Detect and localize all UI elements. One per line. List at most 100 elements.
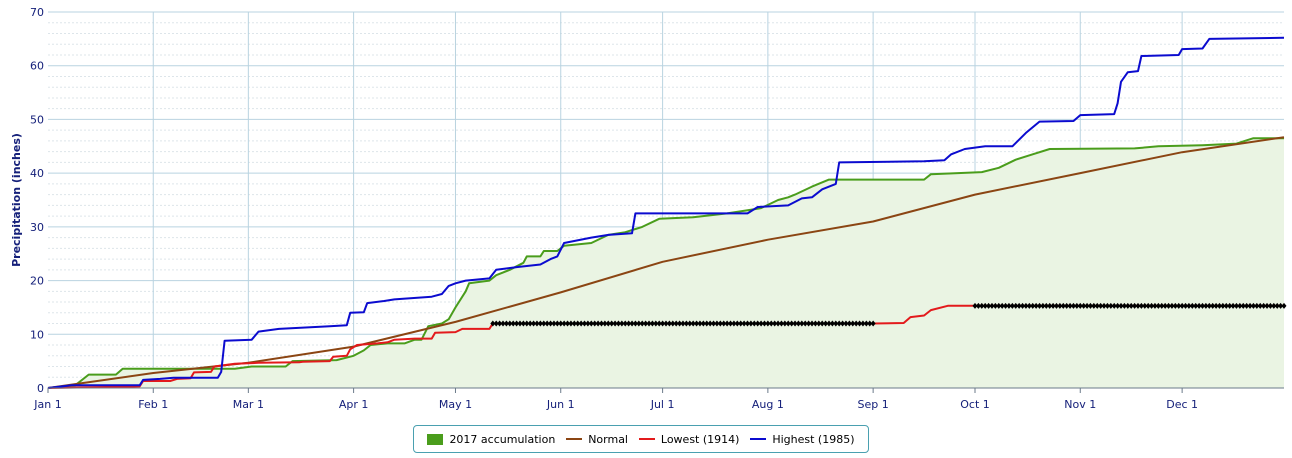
data-marker — [704, 320, 710, 327]
data-marker — [615, 320, 621, 327]
data-marker — [1132, 302, 1138, 309]
x-tick-label: May 1 — [439, 398, 472, 411]
data-marker — [731, 320, 737, 327]
x-tick-label: Aug 1 — [752, 398, 784, 411]
legend-item[interactable]: Highest (1985) — [750, 433, 855, 446]
data-marker — [826, 320, 832, 327]
data-marker — [1172, 302, 1178, 309]
data-marker — [578, 320, 584, 327]
y-tick-label: 20 — [30, 275, 44, 288]
data-marker — [1223, 302, 1229, 309]
legend-swatch-line — [638, 438, 655, 440]
data-marker — [561, 320, 567, 327]
data-marker — [1244, 302, 1250, 309]
data-marker — [833, 320, 839, 327]
legend-item[interactable]: Normal — [566, 433, 628, 446]
y-tick-label: 60 — [30, 60, 44, 73]
data-marker — [809, 320, 815, 327]
x-tick-label: Jan 1 — [33, 398, 61, 411]
data-marker — [534, 320, 540, 327]
legend-item[interactable]: 2017 accumulation — [427, 433, 555, 446]
data-marker — [493, 320, 499, 327]
y-tick-label: 30 — [30, 221, 44, 234]
data-marker — [687, 320, 693, 327]
data-marker — [649, 320, 655, 327]
data-marker — [1053, 302, 1059, 309]
data-marker — [619, 320, 625, 327]
data-marker — [1003, 302, 1009, 309]
data-marker — [632, 320, 638, 327]
data-marker — [867, 320, 873, 327]
data-marker — [643, 320, 649, 327]
data-marker — [758, 320, 764, 327]
data-marker — [850, 320, 856, 327]
data-marker — [622, 320, 628, 327]
data-marker — [524, 320, 530, 327]
data-marker — [1257, 302, 1263, 309]
data-marker — [972, 302, 978, 309]
data-marker — [1169, 302, 1175, 309]
data-marker — [690, 320, 696, 327]
y-tick-label: 70 — [30, 6, 44, 19]
data-marker — [1149, 302, 1155, 309]
data-marker — [755, 320, 761, 327]
x-tick-label: Sep 1 — [858, 398, 889, 411]
data-marker — [626, 320, 632, 327]
data-marker — [568, 320, 574, 327]
data-marker — [765, 320, 771, 327]
legend-item[interactable]: Lowest (1914) — [638, 433, 739, 446]
data-marker — [548, 320, 554, 327]
lowest-1914-line — [47, 304, 1284, 389]
data-marker — [1043, 302, 1049, 309]
data-marker — [982, 302, 988, 309]
data-marker — [738, 320, 744, 327]
data-marker — [1037, 302, 1043, 309]
x-tick-label: Mar 1 — [233, 398, 264, 411]
data-marker — [1159, 302, 1165, 309]
data-marker — [1030, 302, 1036, 309]
data-marker — [1033, 302, 1039, 309]
data-marker — [1155, 302, 1161, 309]
x-tick-label: Feb 1 — [138, 398, 168, 411]
data-marker — [1145, 302, 1151, 309]
data-marker — [806, 320, 812, 327]
2017-accumulation-line — [47, 137, 1284, 389]
y-tick-label: 50 — [30, 113, 44, 126]
data-marker — [639, 320, 645, 327]
legend-label: 2017 accumulation — [449, 432, 556, 446]
precipitation-chart: 0 10 20 30 40 50 60 70 Jan 1 Feb 1 Mar 1 Apr 1 May 1… — [10, 6, 1287, 411]
data-marker — [734, 320, 740, 327]
data-marker — [1227, 302, 1233, 309]
data-marker — [816, 320, 822, 327]
data-marker — [554, 320, 560, 327]
data-marker — [812, 320, 818, 327]
data-marker — [497, 320, 503, 327]
data-marker — [1091, 302, 1097, 309]
legend-label: Normal — [588, 432, 628, 446]
data-marker — [799, 320, 805, 327]
data-marker — [609, 320, 615, 327]
data-marker — [700, 320, 706, 327]
data-marker — [1081, 302, 1087, 309]
legend-swatch-box — [427, 433, 444, 445]
data-marker — [653, 320, 659, 327]
data-marker — [714, 320, 720, 327]
data-marker — [860, 320, 866, 327]
data-marker — [1006, 302, 1012, 309]
y-axis-title: Precipitation (inches) — [10, 133, 23, 267]
data-marker — [768, 320, 774, 327]
data-marker — [1274, 302, 1280, 309]
data-marker — [829, 320, 835, 327]
data-marker — [1108, 302, 1114, 309]
data-marker — [863, 320, 869, 327]
data-marker — [1135, 302, 1141, 309]
data-marker — [724, 320, 730, 327]
data-marker — [514, 320, 520, 327]
x-tick-label: Nov 1 — [1064, 398, 1096, 411]
data-marker — [711, 320, 717, 327]
data-marker — [1193, 302, 1199, 309]
data-marker — [1125, 302, 1131, 309]
data-marker — [751, 320, 757, 327]
y-tick-label: 40 — [30, 167, 44, 180]
data-marker — [1240, 302, 1246, 309]
